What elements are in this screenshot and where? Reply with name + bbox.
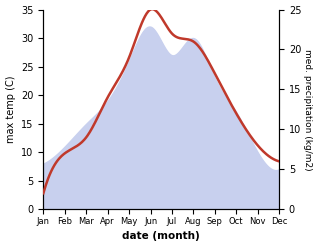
Y-axis label: med. precipitation (kg/m2): med. precipitation (kg/m2) <box>303 49 313 170</box>
X-axis label: date (month): date (month) <box>122 231 200 242</box>
Y-axis label: max temp (C): max temp (C) <box>5 76 16 143</box>
